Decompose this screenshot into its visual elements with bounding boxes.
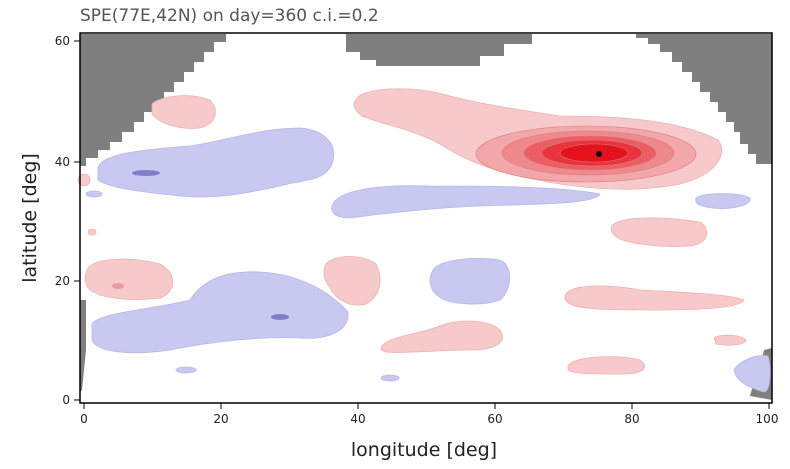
positive-region-center-west [323, 256, 381, 306]
negative-region-mid-strip [331, 185, 601, 219]
y-ticks [74, 40, 80, 401]
y-tick-label: 20 [55, 274, 70, 288]
x-tick-label: 20 [213, 412, 228, 426]
x-tick-label: 60 [487, 412, 502, 426]
positive-maximum [475, 125, 697, 183]
plot-frame [79, 32, 773, 404]
negative-core-1 [132, 170, 160, 176]
x-ticks [83, 403, 770, 409]
y-tick-label: 0 [62, 393, 70, 407]
negative-spot-3 [85, 190, 103, 198]
x-tick-labels: 0 20 40 60 80 100 [80, 412, 778, 426]
negative-contours [85, 127, 771, 393]
positive-region-east-mid [610, 217, 708, 247]
positive-region-east-small [713, 334, 747, 346]
negative-region-center [429, 258, 511, 305]
positive-region-south-center [380, 320, 503, 353]
negative-region-north-west [97, 127, 335, 198]
land-mask-center [346, 34, 532, 66]
land-mask-southwest [80, 300, 86, 392]
x-tick-label: 100 [756, 412, 779, 426]
x-tick-label: 80 [624, 412, 639, 426]
chart-title: SPE(77E,42N) on day=360 c.i.=0.2 [80, 6, 379, 26]
negative-spot-1 [175, 366, 197, 374]
negative-spot-2 [380, 374, 400, 382]
plot-area [77, 32, 773, 404]
x-axis-label: longitude [deg] [351, 439, 497, 461]
negative-region-east-small [695, 193, 751, 209]
land-mask [80, 34, 772, 400]
positive-region-south-east [567, 356, 645, 375]
y-tick-label: 40 [55, 155, 70, 169]
reference-point-marker [596, 151, 602, 157]
x-tick-label: 0 [80, 412, 88, 426]
y-tick-label: 60 [55, 34, 70, 48]
positive-region-east-strip [564, 285, 745, 311]
positive-core-west [112, 283, 124, 289]
land-mask-west [80, 34, 226, 166]
positive-region-west [84, 258, 174, 300]
positive-spot-west-small [87, 228, 97, 236]
negative-region-south-east [733, 355, 771, 393]
positive-region-northwest [151, 95, 216, 129]
x-tick-label: 40 [350, 412, 365, 426]
y-axis-label: latitude [deg] [19, 153, 41, 283]
land-mask-east [636, 34, 772, 164]
negative-core-2 [271, 314, 289, 320]
negative-region-south-west [91, 271, 349, 354]
positive-level-6 [559, 143, 629, 163]
y-tick-labels: 0 20 40 60 [55, 34, 70, 407]
positive-spot-west-edge [77, 173, 91, 187]
